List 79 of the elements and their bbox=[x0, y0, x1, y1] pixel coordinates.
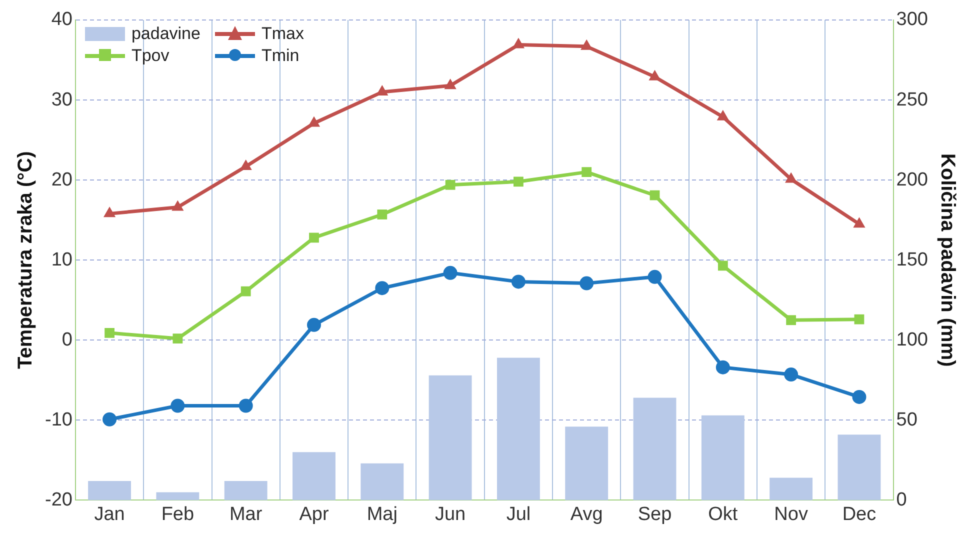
point bbox=[377, 210, 388, 220]
x-tick-label: Feb bbox=[161, 504, 194, 525]
point bbox=[852, 390, 866, 404]
bar bbox=[360, 463, 404, 500]
x-tick-label: Sep bbox=[638, 504, 672, 525]
y-tick-label: 0 bbox=[62, 329, 72, 350]
point bbox=[650, 190, 660, 200]
bar bbox=[224, 480, 268, 500]
point bbox=[103, 206, 116, 218]
y2-tick-label: 200 bbox=[896, 169, 928, 190]
x-tick-label: Jul bbox=[506, 504, 531, 525]
point bbox=[784, 368, 798, 382]
point bbox=[443, 266, 458, 280]
x-tick-label: Jun bbox=[434, 504, 466, 525]
y-tick-label: 10 bbox=[51, 249, 72, 270]
bar bbox=[565, 426, 608, 500]
y2-tick-label: 100 bbox=[896, 329, 928, 350]
legend-label: Tmax bbox=[261, 24, 304, 44]
x-tick-label: Avg bbox=[570, 504, 603, 525]
point bbox=[716, 110, 729, 120]
bar bbox=[428, 375, 472, 500]
x-tick-label: Mar bbox=[229, 504, 263, 525]
point bbox=[306, 318, 321, 332]
bar bbox=[496, 358, 540, 500]
point bbox=[786, 315, 796, 326]
y2-tick-label: 250 bbox=[896, 89, 928, 110]
bar bbox=[156, 492, 200, 500]
point bbox=[240, 286, 251, 296]
point bbox=[376, 85, 388, 96]
y-tick-label: 20 bbox=[51, 169, 72, 190]
point bbox=[170, 398, 185, 413]
x-tick-label: Jan bbox=[94, 504, 125, 525]
point bbox=[172, 334, 183, 344]
point bbox=[172, 200, 184, 211]
point bbox=[648, 70, 661, 80]
point bbox=[582, 167, 592, 178]
y-axis-title: Temperatura zraka (°C) bbox=[14, 151, 37, 369]
point bbox=[854, 314, 864, 324]
y2-tick-label: 150 bbox=[896, 249, 928, 270]
x-tick-label: Okt bbox=[708, 504, 738, 525]
point bbox=[375, 281, 390, 296]
bar bbox=[88, 480, 132, 500]
point bbox=[444, 78, 456, 90]
bar bbox=[701, 415, 744, 500]
y-tick-label: -10 bbox=[44, 409, 72, 430]
point bbox=[514, 176, 524, 187]
point bbox=[445, 180, 456, 190]
point bbox=[853, 217, 866, 228]
y-tick-label: 40 bbox=[51, 9, 72, 30]
point bbox=[580, 276, 594, 290]
bar bbox=[292, 452, 336, 500]
point bbox=[718, 260, 728, 271]
bar bbox=[838, 434, 881, 500]
y2-tick-label: 50 bbox=[896, 409, 918, 430]
y2-axis-title: Količina padavin (mm) bbox=[936, 153, 958, 367]
legend-label: Tmin bbox=[261, 46, 300, 66]
bar bbox=[770, 478, 813, 500]
point bbox=[104, 328, 114, 338]
x-tick-label: Nov bbox=[774, 504, 808, 525]
legend-label: Tpov bbox=[131, 46, 170, 66]
point bbox=[240, 159, 252, 170]
point bbox=[102, 412, 117, 426]
x-tick-label: Apr bbox=[299, 504, 330, 525]
point bbox=[238, 398, 253, 413]
point bbox=[309, 232, 319, 243]
point bbox=[511, 274, 526, 289]
bar bbox=[633, 398, 676, 500]
point bbox=[648, 270, 662, 284]
x-tick-label: Maj bbox=[366, 504, 398, 525]
point bbox=[785, 172, 798, 183]
point bbox=[308, 116, 320, 127]
y-tick-label: -20 bbox=[44, 489, 72, 510]
point bbox=[716, 360, 730, 374]
y2-tick-label: 0 bbox=[896, 489, 907, 510]
legend-label: padavine bbox=[131, 24, 200, 44]
y2-tick-label: 300 bbox=[896, 9, 928, 30]
point bbox=[512, 38, 525, 48]
y-tick-label: 30 bbox=[51, 89, 72, 110]
x-tick-label: Dec bbox=[842, 504, 876, 525]
